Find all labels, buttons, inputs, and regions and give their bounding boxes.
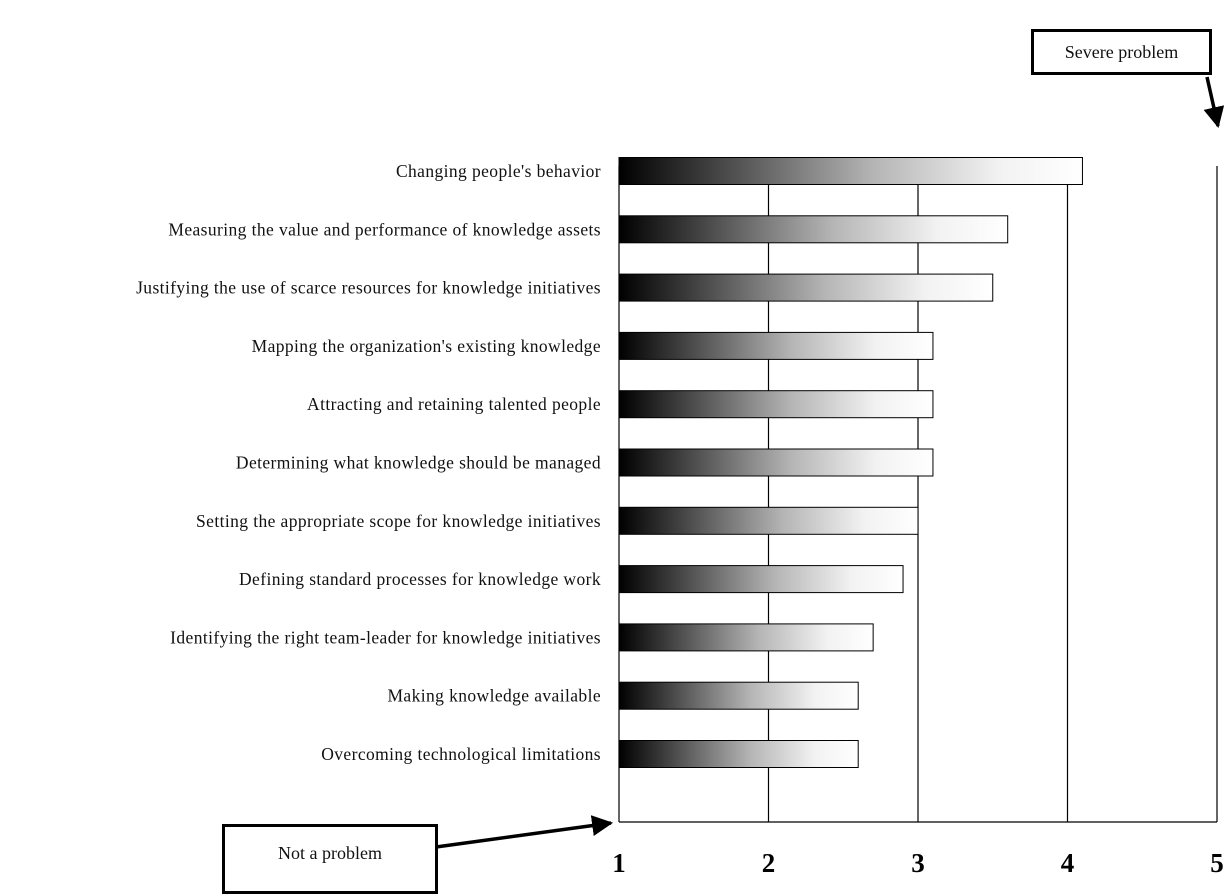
severe-arrow	[1203, 76, 1225, 129]
bar	[618, 740, 859, 768]
x-tick-label: 4	[1061, 848, 1075, 878]
category-label: Identifying the right team-leader for kn…	[170, 627, 601, 647]
category-label: Justifying the use of scarce resources f…	[136, 278, 601, 298]
bar	[618, 623, 874, 652]
x-tick-label: 2	[762, 848, 776, 878]
category-label: Making knowledge available	[387, 686, 601, 706]
bar	[618, 273, 994, 302]
bar	[618, 681, 859, 710]
x-tick-label: 1	[612, 848, 626, 878]
x-tick-label: 5	[1210, 848, 1224, 878]
severe-problem-annotation: Severe problem	[1031, 29, 1212, 75]
bar	[618, 565, 904, 594]
bar	[618, 506, 919, 535]
bar	[618, 215, 1009, 244]
category-label: Determining what knowledge should be man…	[236, 453, 601, 473]
category-label: Setting the appropriate scope for knowle…	[196, 511, 601, 531]
bar	[618, 390, 934, 419]
not-a-problem-annotation: Not a problem	[222, 824, 438, 894]
x-tick-labels: 1 2 3 4 5	[612, 848, 1224, 878]
bar	[618, 157, 1083, 185]
x-tick-label: 3	[911, 848, 925, 878]
bar	[618, 448, 934, 477]
bar	[618, 331, 934, 360]
category-label: Mapping the organization's existing know…	[252, 336, 601, 356]
category-labels: Changing people's behavior Measuring the …	[136, 161, 601, 764]
category-label: Attracting and retaining talented people	[307, 394, 601, 414]
bars	[618, 157, 1083, 768]
category-label: Measuring the value and performance of k…	[168, 219, 601, 239]
category-label: Changing people's behavior	[396, 161, 601, 181]
gridlines	[618, 166, 1218, 823]
category-label: Defining standard processes for knowledg…	[239, 569, 601, 589]
category-label: Overcoming technological limitations	[321, 744, 601, 764]
none-arrow	[435, 815, 614, 849]
